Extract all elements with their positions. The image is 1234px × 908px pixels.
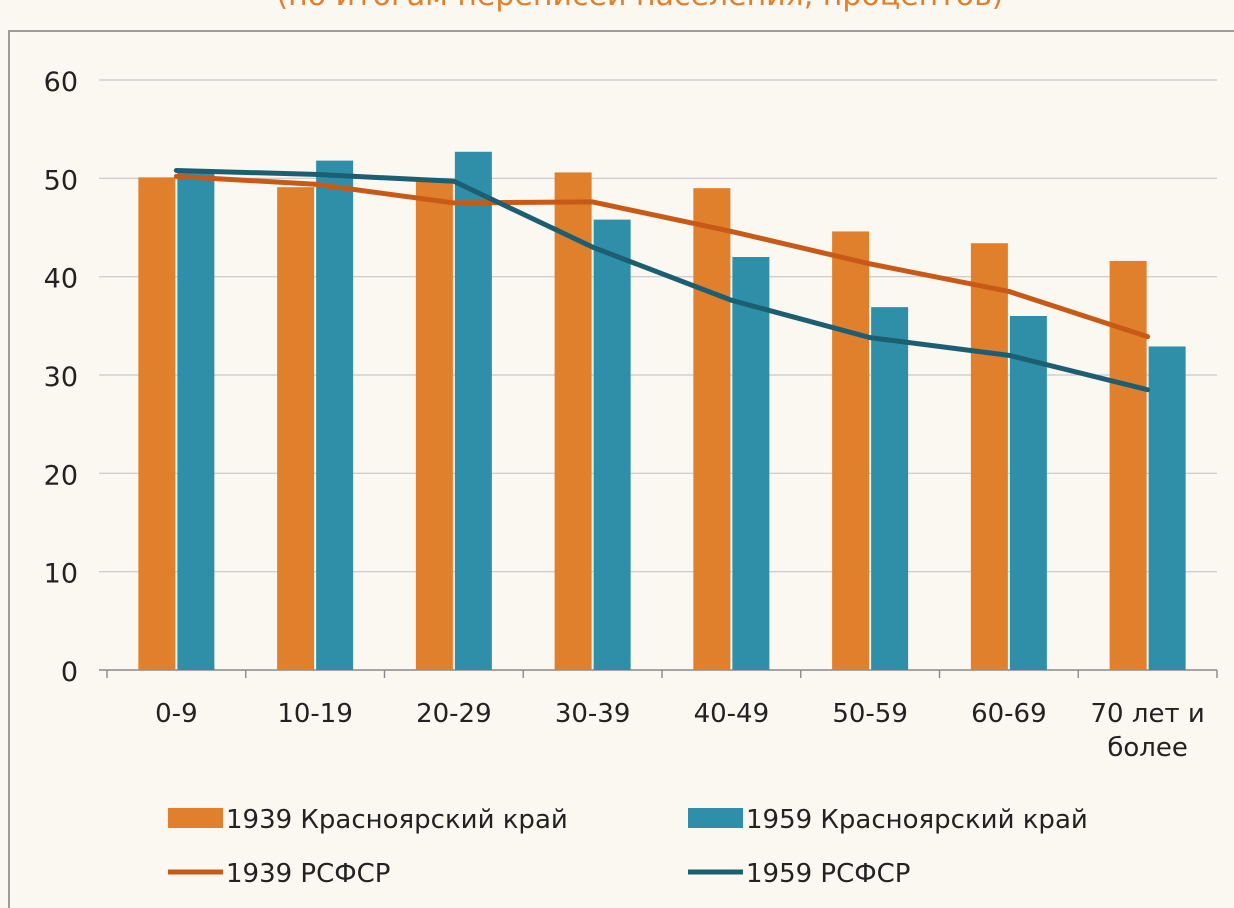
bar-kray-1939 <box>693 188 731 670</box>
y-tick-label: 20 <box>44 460 78 491</box>
bar-kray-1939 <box>554 172 592 670</box>
x-tick-label: 10-19 <box>277 699 353 729</box>
bar-kray-1939 <box>138 177 176 670</box>
x-tick-label: 20-29 <box>416 699 492 729</box>
legend-swatch <box>688 808 743 828</box>
legend-label: 1939 РСФСР <box>226 859 390 889</box>
line-rsfsr-1939 <box>173 173 1151 340</box>
x-tick-label: 30-39 <box>555 699 631 729</box>
chart-title: (по итогам переписей населения, проценто… <box>240 0 1040 13</box>
legend-layer: 1939 Красноярский край 1959 Красноярский … <box>168 805 1088 889</box>
y-tick-label: 40 <box>44 264 78 295</box>
bar-kray-1939 <box>970 243 1008 670</box>
x-tick-label: 70 лет и более <box>1090 699 1204 763</box>
x-tick-label: 50-59 <box>832 699 908 729</box>
y-tick-label: 0 <box>61 657 78 688</box>
y-tick-label: 30 <box>44 362 78 393</box>
grid-layer <box>99 79 1217 671</box>
bar-kray-1959 <box>177 172 215 670</box>
bar-kray-1939 <box>277 187 315 670</box>
bar-kray-1959 <box>316 160 354 670</box>
x-tick-label: 40-49 <box>694 699 770 729</box>
legend-swatch <box>168 808 223 828</box>
line-layer <box>173 167 1151 393</box>
bar-kray-1939 <box>1109 260 1147 670</box>
y-tick-label: 50 <box>44 165 78 196</box>
bar-kray-1959 <box>732 257 770 670</box>
legend-label: 1959 РСФСР <box>746 859 910 889</box>
x-tick-label: 60-69 <box>971 699 1047 729</box>
bar-kray-1939 <box>415 180 453 671</box>
bar-layer <box>138 151 1186 671</box>
line-rsfsr-1959 <box>173 167 1151 393</box>
bar-kray-1959 <box>454 151 492 671</box>
bar-kray-1939 <box>832 231 870 670</box>
legend-label: 1939 Красноярский край <box>226 805 568 835</box>
legend-label: 1959 Красноярский край <box>746 805 1088 835</box>
bar-kray-1959 <box>1148 346 1186 670</box>
x-tick-label: 0-9 <box>155 699 197 729</box>
bar-kray-1959 <box>1009 316 1047 670</box>
y-tick-label: 10 <box>44 559 78 590</box>
bar-kray-1959 <box>593 219 631 670</box>
axis-layer: 0 10 20 30 40 50 60 0-9 10-19 20-29 30-39 40-49 50-5… <box>44 67 1218 763</box>
y-tick-label: 60 <box>44 67 78 98</box>
chart-frame <box>8 30 1234 908</box>
bar-kray-1959 <box>871 307 909 670</box>
